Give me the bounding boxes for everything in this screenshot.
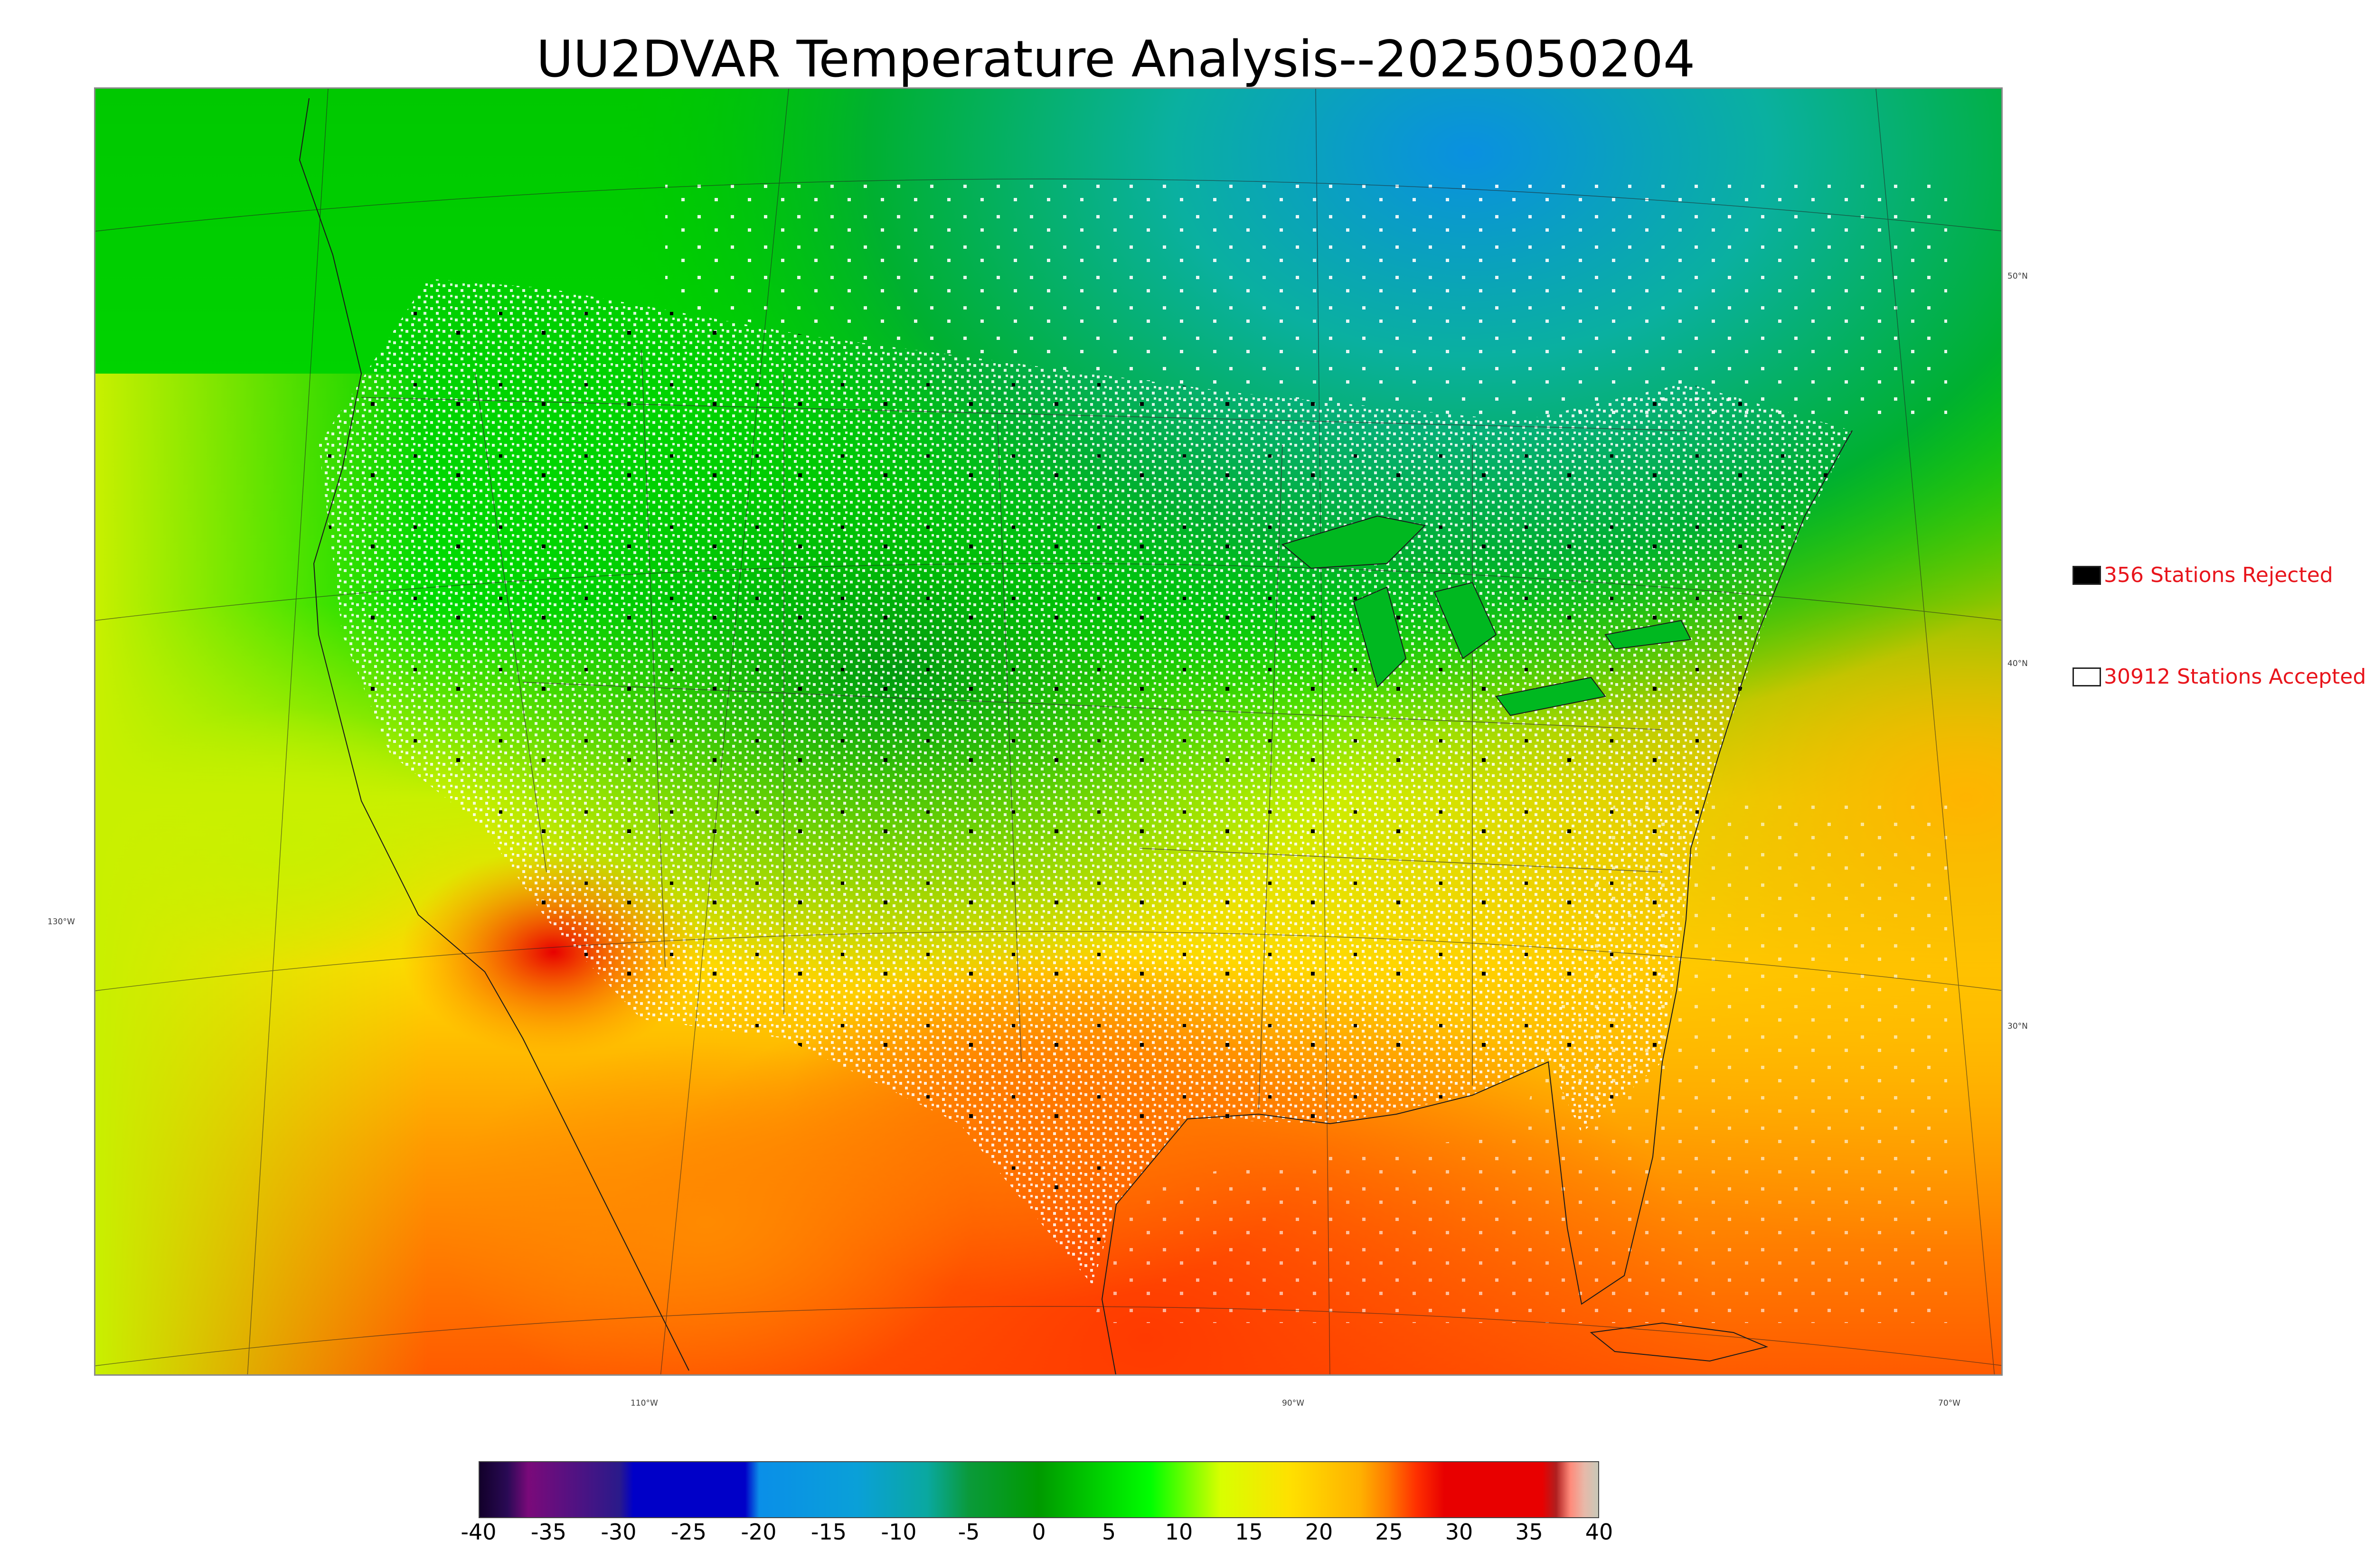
temperature-analysis-map	[94, 87, 2003, 1376]
colorbar-tick-label: -15	[810, 1519, 847, 1545]
colorbar-tick-label: -10	[881, 1519, 917, 1545]
lon-label-90w: 90°W	[1282, 1399, 1304, 1408]
rejected-swatch-icon	[2073, 565, 2101, 585]
colorbar-tick-label: -35	[530, 1519, 567, 1545]
colorbar-tick-label: 0	[1032, 1519, 1046, 1545]
colorbar-tick-label: 5	[1102, 1519, 1116, 1545]
colorbar-tick-label: 35	[1515, 1519, 1543, 1545]
legend-rejected: 356 Stations Rejected	[2073, 563, 2333, 587]
lat-label-50n: 50°N	[2007, 272, 2028, 281]
legend-accepted: 30912 Stations Accepted	[2073, 665, 2366, 689]
colorbar-tick-label: -30	[601, 1519, 637, 1545]
temperature-colorbar	[479, 1461, 1599, 1518]
colorbar-tick-label: 10	[1165, 1519, 1193, 1545]
great-lakes	[1281, 515, 1692, 716]
lat-label-40n: 40°N	[2007, 659, 2028, 668]
colorbar-tick-label: 40	[1585, 1519, 1613, 1545]
colorbar-tick-label: -5	[958, 1519, 980, 1545]
colorbar-tick-label: -25	[670, 1519, 707, 1545]
colorbar-tick-label: 20	[1305, 1519, 1333, 1545]
colorbar-tick-label: -40	[461, 1519, 497, 1545]
accepted-stations-canada	[665, 184, 1947, 421]
lon-label-70w: 70°W	[1938, 1399, 1960, 1408]
lon-label-130w: 130°W	[47, 917, 75, 927]
rejected-label: 356 Stations Rejected	[2104, 563, 2333, 587]
accepted-label: 30912 Stations Accepted	[2104, 665, 2366, 689]
colorbar-tick-label: 25	[1375, 1519, 1403, 1545]
temperature-field	[95, 89, 2001, 1374]
coastlines	[299, 98, 1853, 1374]
map-title: UU2DVAR Temperature Analysis--2025050204	[536, 30, 1696, 88]
colorbar-tick-label: 15	[1235, 1519, 1263, 1545]
colorbar-gradient	[480, 1462, 1598, 1517]
state-borders	[361, 349, 1686, 1110]
graticule	[95, 89, 2001, 1374]
colorbar-tick-label: 30	[1445, 1519, 1473, 1545]
colorbar-tick-label: -20	[741, 1519, 777, 1545]
lat-label-30n: 30°N	[2007, 1022, 2028, 1031]
lon-label-110w: 110°W	[631, 1399, 658, 1408]
accepted-swatch-icon	[2073, 667, 2101, 686]
accepted-stations-ocean	[1093, 801, 1947, 1323]
rejected-stations	[319, 279, 1852, 1285]
